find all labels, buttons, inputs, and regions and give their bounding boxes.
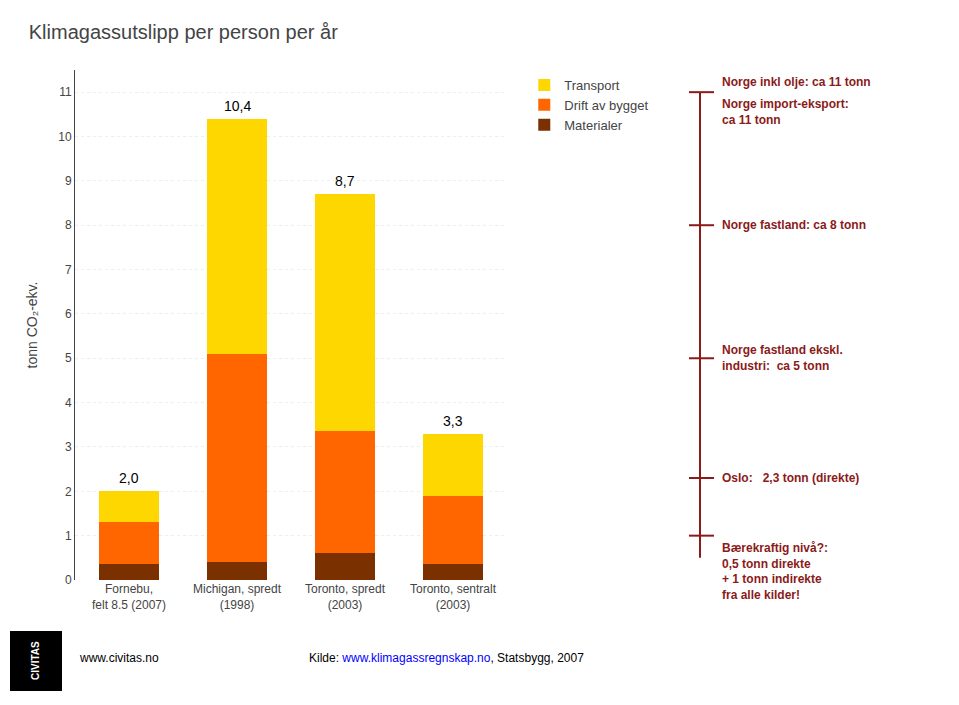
svg-text:3,3: 3,3	[443, 413, 463, 429]
svg-text:10: 10	[58, 130, 72, 144]
svg-text:4: 4	[65, 396, 72, 410]
svg-text:tonn CO₂-ekv.: tonn CO₂-ekv.	[24, 282, 40, 369]
svg-text:11: 11	[59, 85, 72, 99]
svg-text:Materialer: Materialer	[564, 118, 622, 133]
svg-text:Transport: Transport	[564, 78, 620, 93]
svg-text:Toronto, sentralt(2003): Toronto, sentralt(2003)	[410, 582, 497, 612]
svg-text:0: 0	[65, 573, 72, 587]
svg-text:Drift av bygget: Drift av bygget	[564, 98, 648, 113]
svg-text:2,0: 2,0	[119, 470, 139, 486]
svg-text:Oslo: 2,3 tonn (direkte): Oslo: 2,3 tonn (direkte)	[722, 471, 859, 485]
svg-text:1: 1	[65, 529, 72, 543]
svg-text:Klimagassutslipp per person pe: Klimagassutslipp per person per år	[29, 21, 338, 43]
svg-text:CIVITAS: CIVITAS	[30, 641, 41, 680]
svg-text:Norge fastland: ca 8 tonn: Norge fastland: ca 8 tonn	[722, 218, 866, 232]
svg-text:2: 2	[65, 485, 72, 499]
svg-text:Kilde: www.klimagassregnskap.n: Kilde: www.klimagassregnskap.no, Statsby…	[309, 651, 584, 665]
svg-text:8,7: 8,7	[335, 173, 355, 189]
svg-text:10,4: 10,4	[224, 98, 251, 114]
svg-text:8: 8	[65, 218, 72, 232]
svg-text:3: 3	[65, 440, 72, 454]
svg-text:Michigan, spredt(1998): Michigan, spredt(1998)	[193, 582, 282, 612]
svg-text:Fornebu,felt 8.5 (2007): Fornebu,felt 8.5 (2007)	[92, 582, 166, 612]
svg-text:7: 7	[65, 263, 72, 277]
svg-text:www.civitas.no: www.civitas.no	[79, 651, 159, 665]
svg-text:Bærekraftig nivå?:0,5 tonn dir: Bærekraftig nivå?:0,5 tonn direkte+ 1 to…	[722, 541, 828, 602]
svg-text:6: 6	[65, 307, 72, 321]
svg-text:Norge fastland ekskl.industri:: Norge fastland ekskl.industri: ca 5 tonn	[722, 343, 843, 373]
svg-text:Norge inkl olje: ca 11 tonn: Norge inkl olje: ca 11 tonn	[722, 75, 871, 89]
svg-text:Toronto, spredt(2003): Toronto, spredt(2003)	[305, 582, 386, 612]
svg-text:9: 9	[65, 174, 72, 188]
svg-text:5: 5	[65, 351, 72, 365]
svg-text:Norge import-eksport:ca 11 ton: Norge import-eksport:ca 11 tonn	[722, 97, 849, 127]
